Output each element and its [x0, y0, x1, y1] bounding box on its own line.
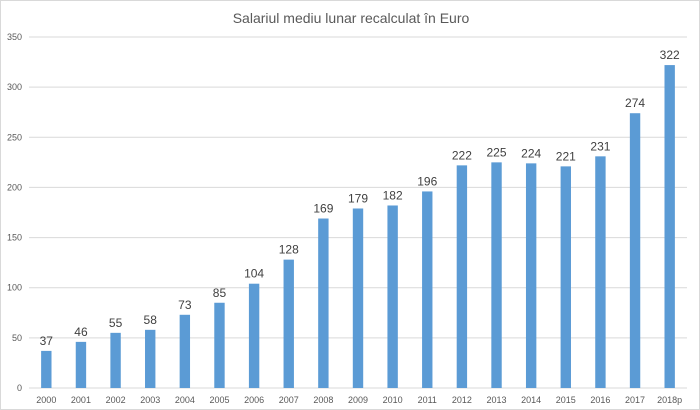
bar [145, 329, 156, 388]
bar [248, 283, 260, 388]
y-tick-label: 0 [17, 383, 22, 393]
x-tick-label: 2018p [657, 395, 682, 405]
bar [41, 350, 52, 388]
bar [595, 156, 606, 388]
data-label: 37 [40, 334, 54, 348]
data-label: 55 [109, 316, 123, 330]
bar [422, 191, 433, 388]
y-tick-label: 300 [7, 82, 22, 92]
x-tick-label: 2005 [209, 395, 229, 405]
bar [560, 166, 571, 388]
chart-title: Salariul mediu lunar recalculat în Euro [232, 10, 470, 26]
x-tick-label: 2010 [383, 395, 403, 405]
data-label: 231 [590, 139, 610, 153]
bar [456, 165, 468, 388]
data-label: 58 [144, 313, 158, 327]
x-tick-label: 2017 [625, 395, 645, 405]
x-tick-label: 2011 [418, 395, 437, 405]
data-label: 222 [452, 148, 472, 162]
x-tick-label: 2006 [244, 395, 264, 405]
x-tick-label: 2009 [348, 395, 368, 405]
data-label: 46 [74, 325, 88, 339]
bar [629, 113, 641, 389]
bar [664, 65, 675, 388]
data-label: 322 [660, 48, 680, 62]
data-label: 182 [383, 188, 403, 202]
y-tick-label: 250 [7, 132, 22, 142]
bar [352, 208, 364, 388]
y-tick-label: 50 [12, 333, 22, 343]
y-tick-label: 200 [7, 182, 22, 192]
x-tick-label: 2016 [590, 395, 610, 405]
x-tick-label: 2012 [452, 395, 472, 405]
x-tick-label: 2003 [140, 395, 160, 405]
data-label: 225 [487, 145, 507, 159]
bar [387, 205, 398, 388]
x-tick-label: 2004 [175, 395, 195, 405]
x-tick-label: 2001 [71, 395, 91, 405]
data-label: 128 [279, 243, 299, 257]
y-tick-label: 100 [7, 283, 22, 293]
x-tick-label: 2013 [487, 395, 507, 405]
data-label: 274 [625, 96, 645, 110]
data-label: 179 [348, 191, 368, 205]
bar [318, 218, 329, 388]
bar [75, 341, 87, 388]
y-tick-label: 350 [7, 32, 22, 42]
bar [283, 259, 294, 388]
bar [110, 332, 121, 388]
y-tick-label: 150 [7, 233, 22, 243]
data-label: 85 [213, 286, 227, 300]
bar [179, 314, 191, 388]
x-tick-label: 2007 [279, 395, 299, 405]
data-label: 169 [313, 202, 333, 216]
data-label: 221 [556, 149, 576, 163]
data-label: 196 [417, 174, 437, 188]
data-label: 73 [178, 298, 192, 312]
bar [214, 302, 225, 388]
x-tick-label: 2014 [521, 395, 541, 405]
data-label: 224 [521, 146, 541, 160]
x-tick-label: 2002 [106, 395, 126, 405]
x-tick-label: 2015 [556, 395, 576, 405]
x-tick-label: 2008 [313, 395, 333, 405]
bar [491, 162, 502, 388]
x-tick-label: 2000 [36, 395, 56, 405]
bar [525, 163, 537, 388]
data-label: 104 [244, 267, 264, 281]
